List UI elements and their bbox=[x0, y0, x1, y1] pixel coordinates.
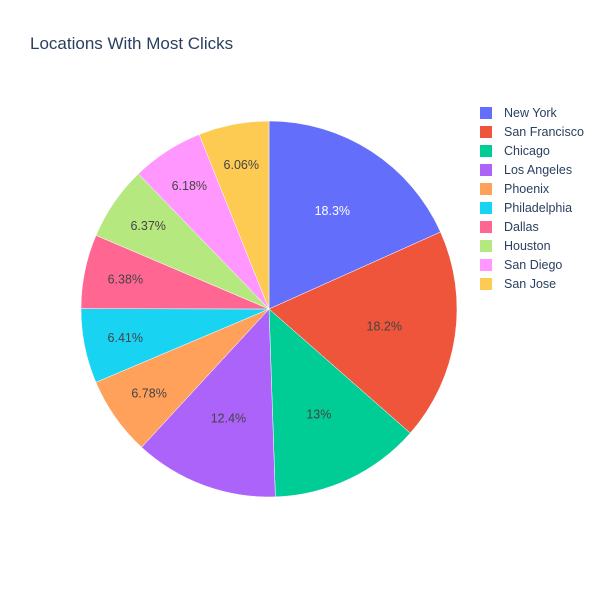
legend-item-houston[interactable]: Houston bbox=[470, 236, 600, 255]
legend-label: New York bbox=[504, 105, 557, 120]
pie-slice-new-york[interactable] bbox=[268, 120, 441, 310]
legend-swatch bbox=[480, 144, 492, 157]
slice-label-houston: 6.37% bbox=[130, 219, 165, 233]
legend-item-los-angeles[interactable]: Los Angeles bbox=[470, 160, 600, 179]
slice-label-phoenix: 6.78% bbox=[131, 386, 166, 400]
legend-swatch bbox=[480, 201, 492, 214]
legend-swatch bbox=[480, 220, 492, 233]
legend-item-new-york[interactable]: New York bbox=[470, 103, 600, 122]
slice-label-dallas: 6.38% bbox=[108, 273, 143, 287]
slice-label-los-angeles: 12.4% bbox=[211, 411, 246, 425]
chart-title: Locations With Most Clicks bbox=[30, 34, 234, 53]
slice-label-san-diego: 6.18% bbox=[172, 179, 207, 193]
legend-swatch bbox=[480, 258, 492, 271]
legend-swatch bbox=[480, 182, 492, 195]
legend-item-dallas[interactable]: Dallas bbox=[470, 217, 600, 236]
legend-swatch bbox=[480, 163, 492, 176]
legend-label: San Jose bbox=[504, 276, 557, 291]
slice-label-new-york: 18.3% bbox=[315, 204, 350, 218]
slice-label-san-jose: 6.06% bbox=[224, 158, 259, 172]
legend-item-san-jose[interactable]: San Jose bbox=[470, 274, 600, 293]
slice-label-philadelphia: 6.41% bbox=[108, 331, 143, 345]
legend-label: Dallas bbox=[504, 219, 539, 234]
legend-swatch bbox=[480, 125, 492, 138]
slice-label-san-francisco: 18.2% bbox=[367, 319, 402, 333]
legend-label: Philadelphia bbox=[504, 200, 573, 215]
legend-label: San Francisco bbox=[504, 124, 584, 139]
legend-item-philadelphia[interactable]: Philadelphia bbox=[470, 198, 600, 217]
legend-swatch bbox=[480, 239, 492, 252]
slice-label-chicago: 13% bbox=[306, 407, 331, 421]
legend-item-phoenix[interactable]: Phoenix bbox=[470, 179, 600, 198]
legend-label: San Diego bbox=[504, 257, 563, 272]
pie-slice-chicago[interactable] bbox=[268, 308, 411, 498]
legend-label: Chicago bbox=[504, 143, 550, 158]
legend-label: Houston bbox=[504, 238, 551, 253]
legend-item-chicago[interactable]: Chicago bbox=[470, 141, 600, 160]
legend-swatch bbox=[480, 277, 492, 290]
legend-label: Phoenix bbox=[504, 181, 550, 196]
legend-item-san-francisco[interactable]: San Francisco bbox=[470, 122, 600, 141]
pie-slice-san-francisco[interactable] bbox=[268, 231, 458, 434]
legend-label: Los Angeles bbox=[504, 162, 573, 177]
legend: New York San Francisco Chicago Los Angeles P… bbox=[470, 103, 600, 293]
legend-swatch bbox=[480, 106, 492, 119]
pie-slice-los-angeles[interactable] bbox=[141, 308, 276, 498]
legend-item-san-diego[interactable]: San Diego bbox=[470, 255, 600, 274]
pie-slice-san-jose[interactable] bbox=[198, 120, 270, 310]
